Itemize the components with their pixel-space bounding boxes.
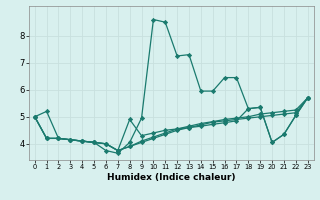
X-axis label: Humidex (Indice chaleur): Humidex (Indice chaleur) [107,173,236,182]
